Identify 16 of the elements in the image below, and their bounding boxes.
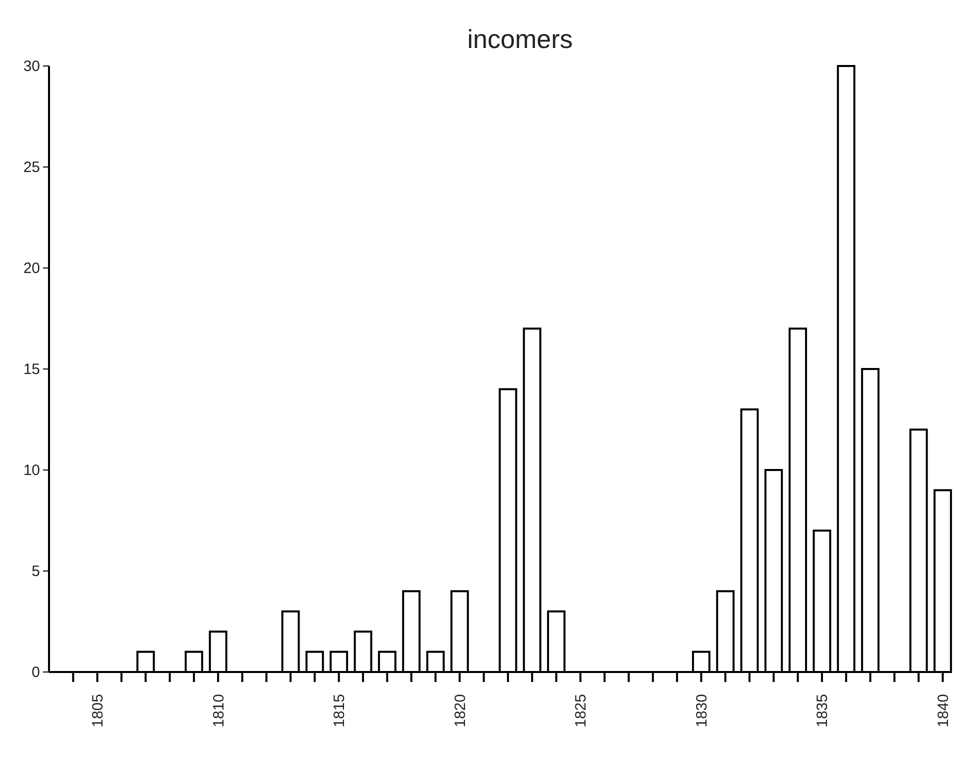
x-tick-label: 1840 xyxy=(935,694,952,728)
y-tick-label: 20 xyxy=(23,260,40,277)
x-tick-label: 1815 xyxy=(331,694,348,728)
y-tick-label: 10 xyxy=(23,462,40,479)
x-tick-label: 1835 xyxy=(814,694,832,728)
x-tick-label: 1810 xyxy=(210,694,228,728)
x-tick-label: 1830 xyxy=(693,694,710,728)
y-tick-label: 25 xyxy=(23,158,40,176)
x-tick-label: 1805 xyxy=(90,694,107,728)
y-tick-label: 15 xyxy=(23,360,40,378)
x-tick-label: 1825 xyxy=(572,694,590,728)
y-tick-label: 0 xyxy=(32,664,40,681)
y-tick-label: 5 xyxy=(32,562,40,580)
x-tick-label: 1820 xyxy=(452,694,469,728)
y-tick-label: 30 xyxy=(23,58,40,75)
chart-title: incomers xyxy=(467,24,573,54)
